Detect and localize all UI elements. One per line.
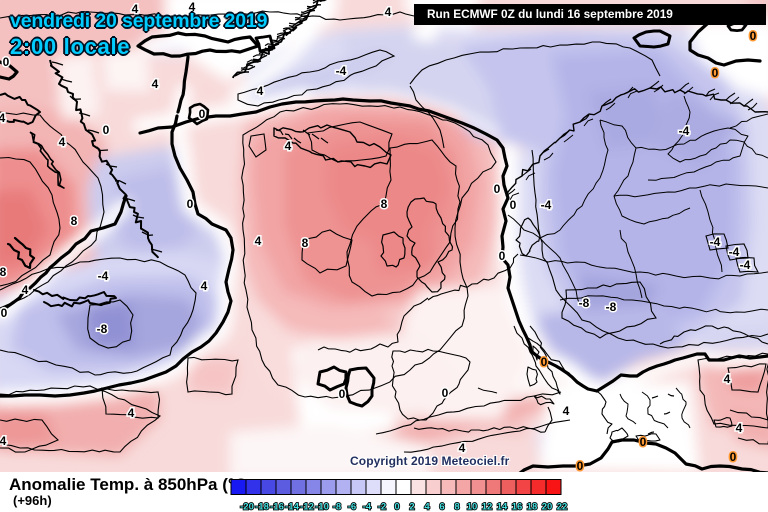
svg-text:0: 0	[103, 123, 110, 137]
svg-text:-18: -18	[255, 502, 269, 512]
svg-text:8: 8	[381, 197, 388, 211]
svg-text:4: 4	[189, 0, 196, 14]
svg-text:4: 4	[563, 404, 570, 418]
svg-text:-6: -6	[348, 502, 356, 512]
svg-text:0: 0	[640, 435, 647, 449]
svg-text:4: 4	[736, 421, 743, 435]
svg-text:4: 4	[255, 234, 262, 248]
svg-text:22: 22	[557, 502, 568, 512]
svg-text:-4: -4	[740, 258, 751, 272]
svg-text:8: 8	[454, 502, 459, 512]
svg-text:-20: -20	[240, 502, 254, 512]
svg-text:14: 14	[497, 502, 508, 512]
svg-text:4: 4	[0, 434, 7, 448]
svg-text:-16: -16	[270, 502, 284, 512]
svg-text:0: 0	[339, 387, 346, 401]
svg-text:0: 0	[499, 249, 506, 263]
svg-text:4: 4	[59, 135, 66, 149]
svg-text:0: 0	[199, 107, 206, 121]
svg-text:-4: -4	[336, 64, 347, 78]
svg-text:4: 4	[385, 5, 392, 19]
svg-text:-8: -8	[333, 502, 341, 512]
svg-text:0: 0	[3, 55, 10, 69]
svg-text:0: 0	[394, 502, 399, 512]
svg-text:0: 0	[1, 306, 8, 320]
svg-text:0: 0	[187, 197, 194, 211]
svg-text:4: 4	[424, 502, 430, 512]
svg-text:-4: -4	[729, 245, 740, 259]
svg-text:0: 0	[712, 66, 719, 80]
svg-text:12: 12	[482, 502, 493, 512]
svg-text:0: 0	[577, 459, 584, 473]
svg-text:4: 4	[0, 111, 6, 125]
svg-text:-4: -4	[710, 235, 721, 249]
svg-text:-4: -4	[363, 502, 372, 512]
svg-text:2: 2	[409, 502, 414, 512]
svg-text:16: 16	[512, 502, 523, 512]
svg-text:0: 0	[750, 29, 757, 43]
svg-text:4: 4	[22, 283, 29, 297]
svg-text:-2: -2	[378, 502, 386, 512]
svg-text:0: 0	[730, 450, 737, 464]
svg-text:10: 10	[467, 502, 478, 512]
svg-text:-4: -4	[679, 124, 690, 138]
svg-text:4: 4	[128, 406, 135, 420]
svg-text:4: 4	[132, 2, 139, 16]
svg-text:0: 0	[494, 182, 501, 196]
svg-text:0: 0	[541, 355, 548, 369]
svg-text:4: 4	[285, 139, 292, 153]
svg-text:8: 8	[0, 265, 7, 279]
svg-text:18: 18	[527, 502, 538, 512]
svg-text:8: 8	[302, 236, 309, 250]
svg-text:4: 4	[201, 279, 208, 293]
svg-text:-4: -4	[541, 198, 552, 212]
svg-text:20: 20	[542, 502, 553, 512]
svg-text:-4: -4	[98, 269, 109, 283]
svg-text:4: 4	[257, 84, 264, 98]
svg-text:6: 6	[439, 502, 444, 512]
svg-text:-10: -10	[315, 502, 329, 512]
svg-text:-8: -8	[606, 300, 617, 314]
svg-text:4: 4	[152, 77, 159, 91]
svg-text:-12: -12	[300, 502, 314, 512]
svg-text:8: 8	[71, 214, 78, 228]
svg-text:-8: -8	[579, 296, 590, 310]
svg-text:0: 0	[442, 386, 449, 400]
svg-text:4: 4	[459, 441, 466, 455]
svg-text:0: 0	[510, 198, 517, 212]
svg-text:4: 4	[724, 372, 731, 386]
svg-text:-14: -14	[285, 502, 299, 512]
svg-text:-8: -8	[97, 322, 108, 336]
